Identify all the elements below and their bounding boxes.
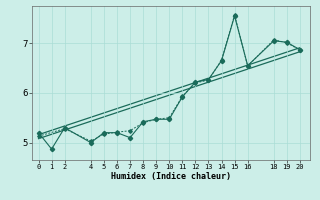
X-axis label: Humidex (Indice chaleur): Humidex (Indice chaleur) [111,172,231,181]
